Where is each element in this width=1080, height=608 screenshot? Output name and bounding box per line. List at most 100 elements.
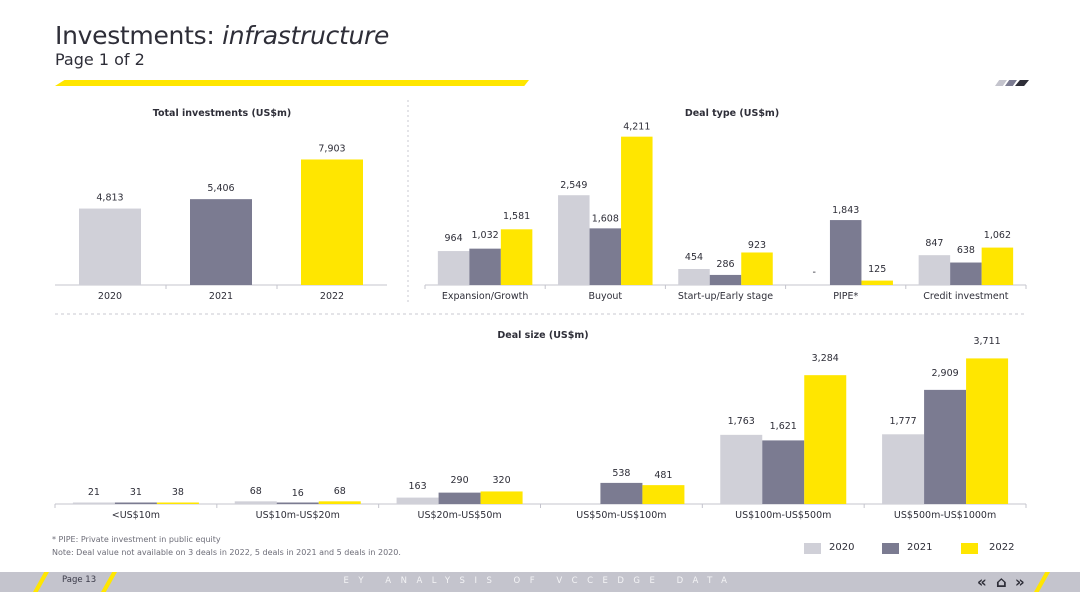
legend-swatch-2021	[882, 543, 899, 554]
chart2-value-label-expansion-growth-2020: 964	[445, 233, 463, 244]
chart3-bar-us-20m-us-50m-2022	[480, 491, 523, 504]
chart3-value-label-us-100m-us-500m-2021: 1,621	[770, 421, 797, 432]
chart1-bar-2020	[79, 208, 141, 285]
legend-label-2020: 2020	[829, 542, 855, 553]
footnote-pipe: * PIPE: Private investment in public equ…	[52, 535, 221, 544]
chart3-bar-us-10m-us-20m-2022	[318, 501, 361, 504]
chart2-value-label-buyout-2022: 4,211	[623, 122, 650, 133]
chart2-category-label-credit-investment: Credit investment	[923, 291, 1009, 302]
chart2-bar-credit-investment-2021	[950, 262, 982, 285]
nav-next-button[interactable]: »	[1015, 573, 1025, 591]
chart3-bar-us-50m-us-100m-2022	[642, 485, 685, 504]
chart3-bar-us-20m-us-50m-2020	[396, 497, 439, 504]
deco-stripe-2	[1005, 80, 1017, 86]
chart3-value-label-us-20m-us-50m-2020: 163	[409, 481, 427, 492]
chart3-bar-us-100m-us-500m-2020	[720, 434, 763, 504]
chart2-bar-expansion-growth-2020	[437, 251, 470, 285]
chart2-bar-credit-investment-2020	[918, 255, 951, 285]
chart3-value-label-us-20m-us-50m-2022: 320	[493, 475, 511, 486]
chart2-bar-credit-investment-2022	[981, 247, 1014, 285]
chart1-value-label-2020: 4,813	[96, 193, 123, 204]
chart3-value-label-us-10m-2020: 21	[88, 487, 100, 498]
chart2-bar-buyout-2022	[621, 136, 653, 285]
chart1-category-label-2022: 2022	[320, 291, 344, 302]
chart3-category-label-us-100m-us-500m: US$100m-US$500m	[735, 510, 831, 521]
chart3-bar-us-20m-us-50m-2021	[438, 492, 481, 504]
chart3-bar-us-500m-us-1000m-2021	[924, 389, 967, 504]
page-number: Page 13	[62, 575, 97, 585]
chart2-value-label-credit-investment-2020: 847	[925, 238, 943, 249]
legend-label-2021: 2021	[907, 542, 933, 553]
chart2-category-label-pipe: PIPE*	[833, 291, 858, 302]
chart3-bar-us-100m-us-500m-2022	[804, 375, 847, 504]
chart2-value-label-expansion-growth-2022: 1,581	[503, 211, 530, 222]
chart3-bar-us-10m-2021	[114, 502, 157, 504]
chart3-bar-us-500m-us-1000m-2020	[882, 434, 925, 504]
deco-stripe-1	[995, 80, 1007, 86]
nav-prev-button[interactable]: «	[977, 573, 987, 591]
chart2-value-label-start-up-early-stage-2020: 454	[685, 252, 703, 263]
chart2-value-label-credit-investment-2021: 638	[957, 245, 975, 256]
footnote-note: Note: Deal value not available on 3 deal…	[52, 548, 401, 557]
chart2-bar-buyout-2021	[589, 228, 622, 285]
chart3-category-label-us-10m-us-20m: US$10m-US$20m	[256, 510, 340, 521]
chart2-bar-start-up-early-stage-2022	[741, 252, 773, 285]
chart3-value-label-us-50m-us-100m-2021: 538	[612, 468, 630, 479]
footer-bar	[0, 572, 1080, 592]
chart2-category-label-expansion-growth: Expansion/Growth	[442, 291, 529, 302]
chart3-bar-us-10m-us-20m-2021	[276, 502, 319, 504]
chart1-title: Total investments (US$m)	[153, 108, 291, 119]
chart2-value-label-start-up-early-stage-2021: 286	[716, 259, 734, 270]
chart1-value-label-2021: 5,406	[207, 183, 234, 194]
chart3-value-label-us-10m-us-20m-2021: 16	[292, 488, 304, 499]
chart2-value-label-expansion-growth-2021: 1,032	[471, 230, 498, 241]
legend-label-2022: 2022	[989, 542, 1015, 553]
chart3-bar-us-100m-us-500m-2021	[762, 440, 805, 504]
chart2-title: Deal type (US$m)	[685, 108, 779, 119]
chart2-bar-pipe-2022	[861, 280, 893, 285]
chart2-bar-start-up-early-stage-2020	[678, 269, 710, 285]
chart2-bar-buyout-2020	[558, 195, 590, 285]
chart3-value-label-us-500m-us-1000m-2020: 1,777	[889, 416, 916, 427]
title-underline	[55, 80, 529, 86]
chart3-value-label-us-20m-us-50m-2021: 290	[451, 475, 469, 486]
chart1-category-label-2021: 2021	[209, 291, 233, 302]
chart2-category-label-start-up-early-stage: Start-up/Early stage	[678, 291, 773, 302]
chart3-bar-us-10m-2022	[156, 502, 199, 504]
chart3-value-label-us-500m-us-1000m-2021: 2,909	[931, 368, 958, 379]
chart3-bar-us-10m-us-20m-2020	[234, 501, 277, 504]
chart2-value-label-buyout-2021: 1,608	[592, 213, 619, 224]
chart1-value-label-2022: 7,903	[318, 143, 345, 154]
chart2-bar-expansion-growth-2021	[469, 248, 501, 285]
chart1-bar-2021	[190, 199, 252, 285]
chart3-category-label-us-500m-us-1000m: US$500m-US$1000m	[894, 510, 996, 521]
deco-stripe-3	[1015, 80, 1029, 86]
chart1-category-label-2020: 2020	[98, 291, 122, 302]
chart2-category-label-buyout: Buyout	[588, 291, 622, 302]
chart3-bar-us-10m-2020	[72, 502, 115, 504]
chart2-bar-expansion-growth-2022	[500, 229, 533, 285]
charts-canvas: Total investments (US$m) 4,813 2020 5,406 20…	[54, 100, 1027, 521]
legend-swatch-2022	[961, 543, 978, 554]
chart3-category-label-us-20m-us-50m: US$20m-US$50m	[417, 510, 501, 521]
chart2-bar-start-up-early-stage-2021	[709, 274, 742, 285]
chart2-value-label-pipe-2022: 125	[868, 264, 886, 275]
chart2-value-label-pipe-2020: -	[812, 267, 815, 278]
home-icon[interactable]: ⌂	[996, 573, 1007, 591]
chart3-title: Deal size (US$m)	[497, 330, 588, 341]
footer-source: EY ANALYSIS OF VCCEDGE DATA	[343, 576, 737, 586]
page-title: Investments: infrastructure	[55, 21, 390, 50]
chart3-value-label-us-10m-us-20m-2020: 68	[250, 486, 262, 497]
chart3-value-label-us-10m-2022: 38	[172, 487, 184, 498]
chart3-category-label-us-50m-us-100m: US$50m-US$100m	[576, 510, 666, 521]
chart2-value-label-start-up-early-stage-2022: 923	[748, 240, 766, 251]
chart2-value-label-buyout-2020: 2,549	[560, 180, 587, 191]
chart3-value-label-us-10m-us-20m-2022: 68	[334, 486, 346, 497]
chart3-value-label-us-10m-2021: 31	[130, 487, 142, 498]
chart3-category-label-us-10m: <US$10m	[112, 510, 160, 521]
chart2-bar-pipe-2021	[829, 220, 862, 285]
chart3-value-label-us-100m-us-500m-2020: 1,763	[728, 416, 755, 427]
chart3-value-label-us-100m-us-500m-2022: 3,284	[812, 353, 839, 364]
chart3-value-label-us-50m-us-100m-2022: 481	[654, 470, 672, 481]
chart3-value-label-us-500m-us-1000m-2022: 3,711	[973, 336, 1000, 347]
